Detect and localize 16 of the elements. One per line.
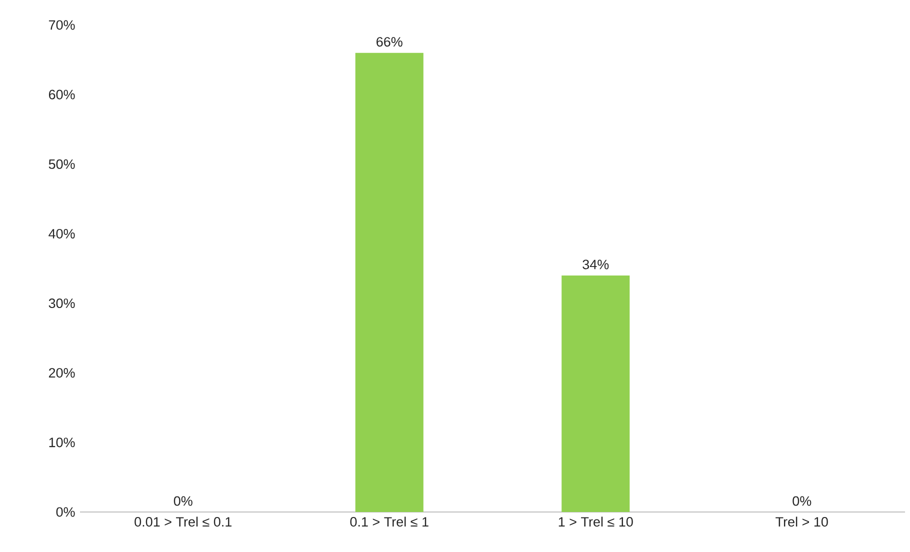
data-label: 0% <box>792 496 812 506</box>
x-tick-label: 1 > Trel ≤ 10 <box>558 516 633 527</box>
x-tick-label: Trel > 10 <box>776 516 828 527</box>
y-tick-label: 60% <box>48 90 75 100</box>
y-tick-label: 50% <box>48 159 75 169</box>
y-tick-label: 70% <box>48 20 75 30</box>
y-tick-label: 20% <box>48 368 75 378</box>
x-tick-label: 0.1 > Trel ≤ 1 <box>350 516 428 527</box>
y-tick-label: 30% <box>48 298 75 308</box>
x-tick-label: 0.01 > Trel ≤ 0.1 <box>134 516 232 527</box>
y-tick-label: 0% <box>56 507 75 517</box>
data-label: 0% <box>174 496 192 506</box>
y-tick-label: 40% <box>48 228 75 238</box>
data-label: 34% <box>582 260 609 270</box>
y-tick-label: 10% <box>49 438 75 448</box>
data-label: 66% <box>376 37 402 47</box>
